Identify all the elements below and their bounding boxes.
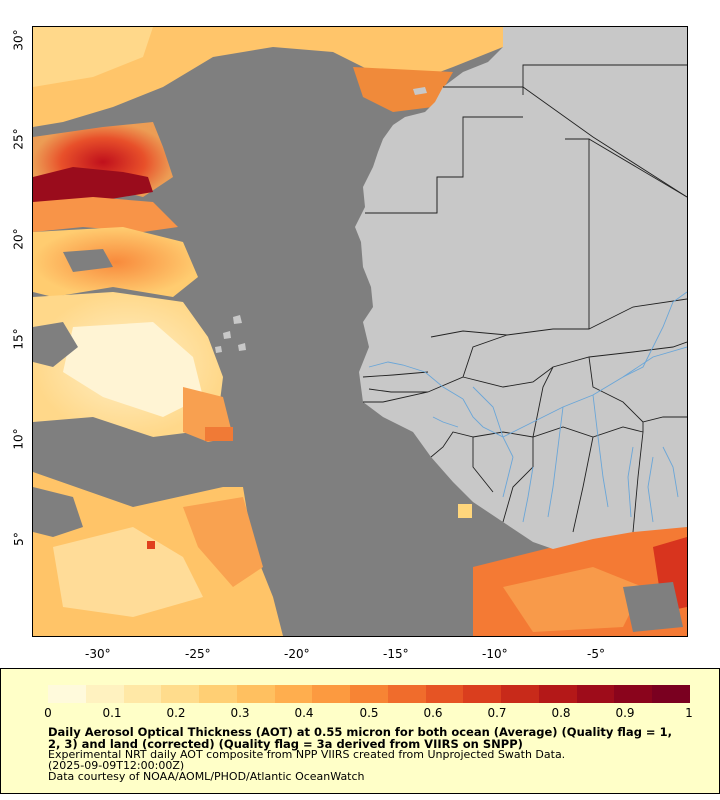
aot-band-warm (33, 197, 178, 232)
country-borders (362, 64, 687, 533)
aot-band-hot-core (33, 167, 153, 207)
aot-patch-small-3 (147, 541, 155, 549)
lat-tick-10: 10° (11, 428, 26, 450)
scale-tick-0-1: 0.1 (102, 706, 122, 720)
aot-gap-1 (33, 322, 78, 367)
map-panel (32, 26, 688, 637)
aot-patch-small-1 (205, 427, 233, 441)
color-scale-swatch (387, 685, 426, 703)
color-scale-swatch (236, 685, 275, 703)
aot-patch-small-2 (458, 504, 472, 518)
island-cape-verde-3 (238, 343, 246, 351)
aot-swath-se-warm (503, 567, 643, 632)
aot-gap-3 (63, 249, 113, 272)
scale-tick-0-7: 0.7 (487, 706, 507, 720)
scale-tick-0-4: 0.4 (294, 706, 314, 720)
island-cape-verde-2 (223, 331, 231, 339)
lat-tick-20: 20° (11, 228, 26, 250)
color-scale-swatch (652, 685, 691, 703)
island-cape-verde-4 (215, 346, 222, 353)
color-scale-swatch (161, 685, 200, 703)
aot-gap-2 (33, 422, 153, 472)
scale-tick-0-2: 0.2 (166, 706, 186, 720)
lon-tick-minus30: -30° (85, 647, 111, 661)
scale-tick-0-3: 0.3 (230, 706, 250, 720)
color-scale-swatch (48, 685, 86, 703)
lat-tick-30: 30° (11, 29, 26, 51)
color-scale-swatch (614, 685, 653, 703)
aot-patch-coast-n (353, 67, 453, 112)
rivers (368, 291, 687, 523)
aot-band-20n (33, 227, 198, 297)
color-scale-swatch (538, 685, 577, 703)
lon-tick-minus20: -20° (284, 647, 310, 661)
color-scale-swatch (85, 685, 124, 703)
scale-tick-0-6: 0.6 (423, 706, 443, 720)
color-scale-swatch (350, 685, 388, 703)
aot-patch-nw-pale (33, 27, 153, 87)
color-scale-swatch (123, 685, 162, 703)
scale-tick-0: 0 (44, 706, 52, 720)
aot-gap-se (623, 582, 683, 632)
lon-tick-minus25: -25° (185, 647, 211, 661)
color-scale-bar (48, 685, 691, 703)
scale-tick-0-5: 0.5 (359, 706, 379, 720)
island-canary (413, 87, 427, 95)
aot-gap-4 (33, 487, 83, 537)
aot-swath-sw-pale (53, 527, 203, 617)
legend-date-line: (2025-09-09T12:00:00Z) (48, 759, 185, 772)
legend-credit-line: Data courtesy of NOAA/AOML/PHOD/Atlantic… (48, 770, 365, 783)
lon-tick-minus10: -10° (482, 647, 508, 661)
aot-swath-north (33, 27, 503, 127)
color-scale-swatch (199, 685, 237, 703)
scale-tick-1: 1 (685, 706, 693, 720)
color-scale-swatch (274, 685, 313, 703)
scale-tick-0-8: 0.8 (551, 706, 571, 720)
lon-tick-minus15: -15° (383, 647, 409, 661)
color-scale-swatch (576, 685, 615, 703)
legend-panel: 0 0.1 0.2 0.3 0.4 0.5 0.6 0.7 0.8 0.9 1 … (0, 668, 720, 794)
aot-swath-sw-warm (183, 497, 263, 587)
lat-tick-25: 25° (11, 128, 26, 150)
legend-source-line: Experimental NRT daily AOT composite fro… (48, 748, 566, 761)
color-scale-swatch (312, 685, 351, 703)
lat-tick-5: 5° (11, 532, 26, 546)
lat-tick-15: 15° (11, 328, 26, 350)
color-scale-swatch (425, 685, 464, 703)
land-west-africa (355, 27, 687, 549)
legend-title: Daily Aerosol Optical Thickness (AOT) at… (48, 725, 672, 751)
aot-map (33, 27, 687, 636)
lon-tick-minus5: -5° (587, 647, 605, 661)
aot-plume-15n-core (63, 322, 203, 417)
color-scale-swatch (463, 685, 502, 703)
island-cape-verde-1 (233, 315, 242, 324)
scale-tick-0-9: 0.9 (615, 706, 635, 720)
color-scale-swatch (501, 685, 539, 703)
